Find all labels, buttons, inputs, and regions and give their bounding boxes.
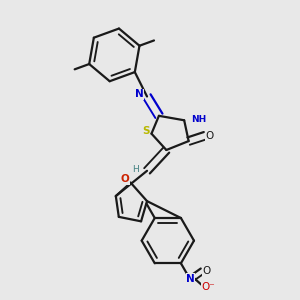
Text: O: O [202,266,211,276]
Text: S: S [142,126,150,136]
Text: O: O [121,174,130,184]
Text: O⁻: O⁻ [201,282,215,292]
Text: NH: NH [191,115,206,124]
Text: N: N [186,274,195,284]
Text: O: O [205,131,213,141]
Text: N: N [135,89,143,99]
Text: H: H [132,165,139,174]
